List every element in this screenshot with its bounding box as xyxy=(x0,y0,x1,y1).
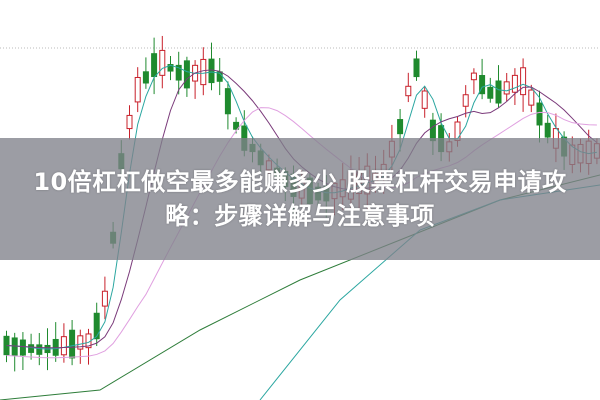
candle-up xyxy=(60,336,67,356)
candle-down xyxy=(233,121,240,130)
candle-up xyxy=(520,67,527,96)
candle-down xyxy=(142,71,149,84)
candle-down xyxy=(167,64,174,72)
title-banner: 10倍杠杠做空最多能赚多少 股票杠杆交易申请攻 略：步骤详解与注意事项 xyxy=(0,138,600,260)
moving-average-extra xyxy=(6,107,597,359)
candle-down xyxy=(495,80,502,104)
article-title-line-1: 10倍杠杠做空最多能赚多少 股票杠杆交易申请攻 xyxy=(33,168,567,196)
article-title-line-2: 略：步骤详解与注意事项 xyxy=(165,202,435,230)
candle-up xyxy=(470,72,477,81)
candle-down xyxy=(544,122,551,138)
candle-down xyxy=(413,58,420,78)
candle-up xyxy=(503,81,510,95)
candle-down xyxy=(93,312,100,340)
candle-up xyxy=(200,58,207,86)
candle-up xyxy=(159,49,166,76)
candle-up xyxy=(511,74,518,93)
candle-down xyxy=(151,53,158,78)
candle-down xyxy=(487,86,494,99)
candle-up xyxy=(101,290,108,307)
candle-down xyxy=(183,60,190,89)
candle-up xyxy=(134,76,141,103)
candle-down xyxy=(175,64,182,81)
candle-down xyxy=(28,344,35,353)
candle-down xyxy=(19,339,26,356)
candle-down xyxy=(69,329,76,359)
candle-down xyxy=(397,119,404,135)
candle-up xyxy=(77,335,84,350)
candle-down xyxy=(208,58,215,84)
candle-down xyxy=(36,344,43,355)
candle-down xyxy=(479,75,486,95)
candle-down xyxy=(224,88,231,115)
candle-up xyxy=(405,85,412,97)
candle-up xyxy=(126,114,133,130)
candle-up xyxy=(462,94,469,107)
candle-up xyxy=(528,89,535,106)
candle-up xyxy=(421,90,428,109)
candle-down xyxy=(536,102,543,126)
